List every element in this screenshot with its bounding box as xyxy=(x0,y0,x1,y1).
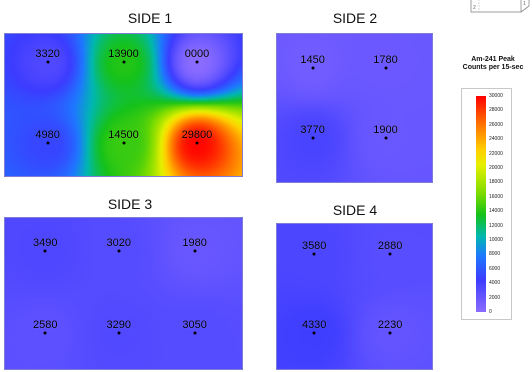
data-label: 3020 xyxy=(106,237,131,250)
data-label: 3290 xyxy=(106,318,131,331)
data-label: 3320 xyxy=(35,48,60,61)
heatmap-panel-side4: 3580 2880 4330 2230 xyxy=(276,223,433,370)
panel-title-side1: SIDE 1 xyxy=(127,10,173,26)
heatmap-fill xyxy=(5,218,242,369)
colorbar: 30000 28000 26000 24000 22000 20000 18000 16000… xyxy=(461,88,512,320)
colorbar-title-line1: Am-241 Peak xyxy=(471,56,515,63)
colorbar-tick-label: 14000 xyxy=(489,208,503,215)
colorbar-tick-label: 16000 xyxy=(489,193,503,200)
data-label: 4980 xyxy=(35,129,60,142)
measurement-point xyxy=(117,249,121,253)
data-label: 2580 xyxy=(33,318,58,331)
measurement-point xyxy=(46,60,50,64)
heatmap-fill xyxy=(277,34,432,182)
cube-icon: 2 1 xyxy=(470,0,530,13)
data-label: 3580 xyxy=(301,240,327,253)
measurement-point xyxy=(122,60,125,64)
measurement-point xyxy=(122,141,125,145)
colorbar-title: Am-241 Peak Counts per 15-sec xyxy=(443,56,532,72)
data-label: 1780 xyxy=(373,54,398,67)
colorbar-tick-label: 18000 xyxy=(489,179,503,186)
heatmap-surface xyxy=(277,224,432,369)
measurement-point xyxy=(384,136,387,140)
colorbar-tick-label: 28000 xyxy=(489,107,503,114)
heatmap-panel-side3: 3490 3020 1980 2580 3290 3050 xyxy=(4,217,243,370)
measurement-point xyxy=(384,66,387,70)
colorbar-tick-label: 6000 xyxy=(489,265,501,272)
colorbar-tick-label: 26000 xyxy=(489,121,503,128)
colorbar-title-line2: Counts per 15-sec xyxy=(462,64,524,71)
measurement-point xyxy=(193,331,197,335)
measurement-point xyxy=(311,66,315,70)
svg-text:1: 1 xyxy=(523,1,526,7)
measurement-point xyxy=(195,60,199,64)
measurement-point xyxy=(193,249,197,253)
heatmap-fill xyxy=(277,224,432,369)
heatmap-surface xyxy=(5,34,242,176)
data-label: 14500 xyxy=(108,129,139,142)
measurement-point xyxy=(311,136,315,140)
colorbar-tick-label: 10000 xyxy=(489,237,503,243)
data-label: 0000 xyxy=(184,48,210,61)
heatmap-surface xyxy=(277,34,432,182)
heatmap-surface xyxy=(5,218,242,369)
measurement-point xyxy=(195,141,199,145)
measurement-point xyxy=(46,141,50,145)
measurement-point xyxy=(43,331,47,335)
colorbar-tick-label: 24000 xyxy=(489,136,503,143)
colorbar-tick-label: 12000 xyxy=(489,222,503,229)
measurement-point xyxy=(388,252,392,256)
data-label: 3770 xyxy=(300,123,325,136)
colorbar-tick-label: 20000 xyxy=(489,165,503,171)
data-label: 2230 xyxy=(377,318,403,331)
colorbar-tick-label: 0 xyxy=(489,309,492,315)
panel-title-side3: SIDE 3 xyxy=(107,196,153,212)
data-label: 1980 xyxy=(182,237,207,250)
panel-title-side2: SIDE 2 xyxy=(332,10,378,26)
colorbar-tick-label: 4000 xyxy=(489,280,501,287)
data-label: 13900 xyxy=(108,48,139,61)
heatmap-fill xyxy=(5,34,242,176)
measurement-point xyxy=(43,249,47,253)
data-label: 1450 xyxy=(300,54,325,67)
data-label: 2880 xyxy=(377,240,403,253)
data-label: 3050 xyxy=(182,318,207,331)
panel-title-side4: SIDE 4 xyxy=(332,202,378,218)
heatmap-panel-side2: 1450 1780 3770 1900 xyxy=(276,33,433,183)
heatmap-panel-side1: 3320 13900 0000 4980 14500 29800 xyxy=(4,33,243,177)
svg-text:2: 2 xyxy=(473,5,476,11)
measurement-point xyxy=(312,331,316,335)
measurement-point xyxy=(388,331,392,335)
colorbar-tick-label: 22000 xyxy=(489,150,503,157)
data-label: 29800 xyxy=(181,129,213,142)
data-label: 3490 xyxy=(33,237,58,250)
data-label: 1900 xyxy=(373,123,398,136)
colorbar-gradient xyxy=(476,96,486,312)
data-label: 4330 xyxy=(301,318,327,331)
colorbar-tick-label: 30000 xyxy=(489,93,503,99)
colorbar-tick-label: 2000 xyxy=(489,294,501,301)
colorbar-tick-label: 8000 xyxy=(489,251,501,258)
measurement-point xyxy=(117,331,121,335)
measurement-point xyxy=(312,252,316,256)
